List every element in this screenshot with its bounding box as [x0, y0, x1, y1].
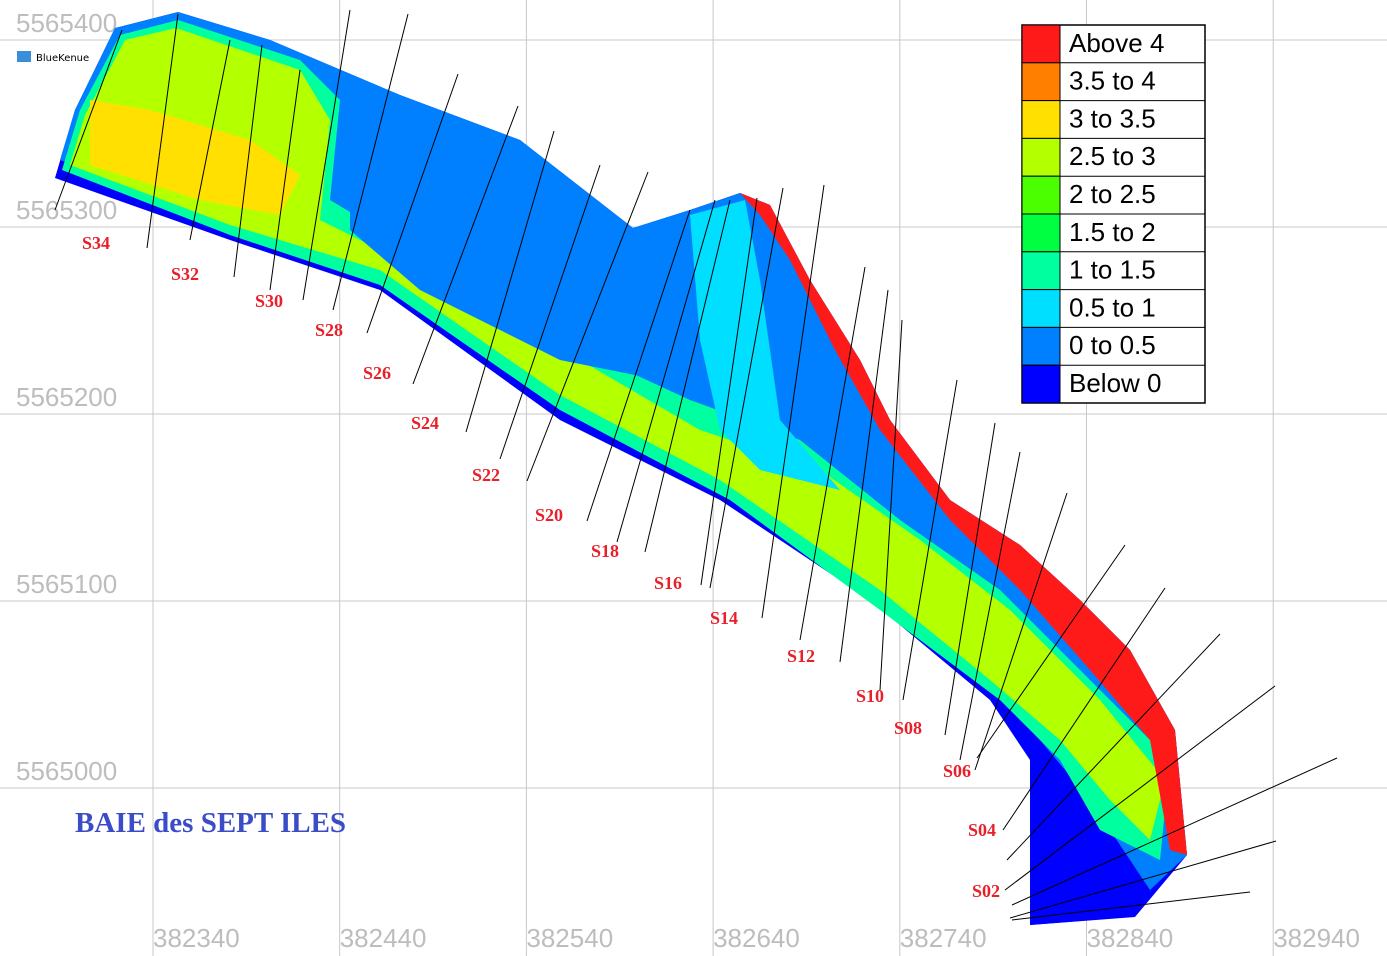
legend-label: Above 4 — [1069, 28, 1164, 58]
y-tick-label: 5565400 — [16, 8, 117, 38]
section-label: S06 — [943, 761, 971, 781]
y-tick-label: 5565200 — [16, 382, 117, 412]
x-tick-label: 382340 — [153, 923, 240, 953]
legend-swatch — [1022, 25, 1060, 63]
section-label: S02 — [972, 881, 1000, 901]
x-tick-label: 382640 — [713, 923, 800, 953]
map-view: 382340 382440 382540 382640 382740 382840 3829… — [0, 0, 1387, 956]
legend-swatch — [1022, 63, 1060, 101]
x-tick-label: 382840 — [1087, 923, 1174, 953]
legend-swatch — [1022, 101, 1060, 139]
section-label: S32 — [171, 264, 199, 284]
section-label: S30 — [255, 291, 283, 311]
x-tick-label: 382740 — [900, 923, 987, 953]
legend-swatch — [1022, 327, 1060, 365]
legend-label: 0.5 to 1 — [1069, 292, 1156, 322]
legend-label: 1 to 1.5 — [1069, 255, 1156, 285]
y-tick-label: 5565100 — [16, 569, 117, 599]
legend-label: 2 to 2.5 — [1069, 179, 1156, 209]
x-tick-label: 382940 — [1273, 923, 1360, 953]
legend-swatch — [1022, 252, 1060, 290]
legend-swatch — [1022, 365, 1060, 403]
app-icon — [17, 51, 31, 62]
section-label: S28 — [315, 320, 343, 340]
legend-label: 3 to 3.5 — [1069, 103, 1156, 133]
legend-swatch — [1022, 290, 1060, 328]
app-badge: BlueKenue — [17, 51, 89, 64]
section-label: S12 — [787, 646, 815, 666]
legend-label: Below 0 — [1069, 368, 1162, 398]
section-label: S24 — [411, 413, 439, 433]
legend-swatch — [1022, 138, 1060, 176]
section-label: S20 — [535, 505, 563, 525]
legend-swatch — [1022, 176, 1060, 214]
legend-label: 2.5 to 3 — [1069, 141, 1156, 171]
section-label: S10 — [856, 686, 884, 706]
section-label: S22 — [472, 465, 500, 485]
section-label: S04 — [968, 820, 996, 840]
section-label: S08 — [894, 718, 922, 738]
section-label: S26 — [363, 363, 391, 383]
river-shallow-center — [350, 110, 720, 380]
x-tick-label: 382440 — [340, 923, 427, 953]
app-name: BlueKenue — [36, 53, 89, 64]
map-title: BAIE des SEPT ILES — [75, 807, 346, 839]
y-tick-label: 5565300 — [16, 195, 117, 225]
x-tick-label: 382540 — [526, 923, 613, 953]
legend-swatch — [1022, 214, 1060, 252]
section-label: S18 — [591, 541, 619, 561]
y-tick-label: 5565000 — [16, 756, 117, 786]
legend-label: 3.5 to 4 — [1069, 66, 1156, 96]
section-label: S16 — [654, 573, 682, 593]
legend-label: 1.5 to 2 — [1069, 217, 1156, 247]
legend: Above 4 3.5 to 4 3 to 3.5 2.5 to 3 2 to 2.5 1… — [1022, 25, 1205, 403]
legend-label: 0 to 0.5 — [1069, 330, 1156, 360]
section-label: S34 — [82, 233, 110, 253]
section-label: S14 — [710, 608, 738, 628]
